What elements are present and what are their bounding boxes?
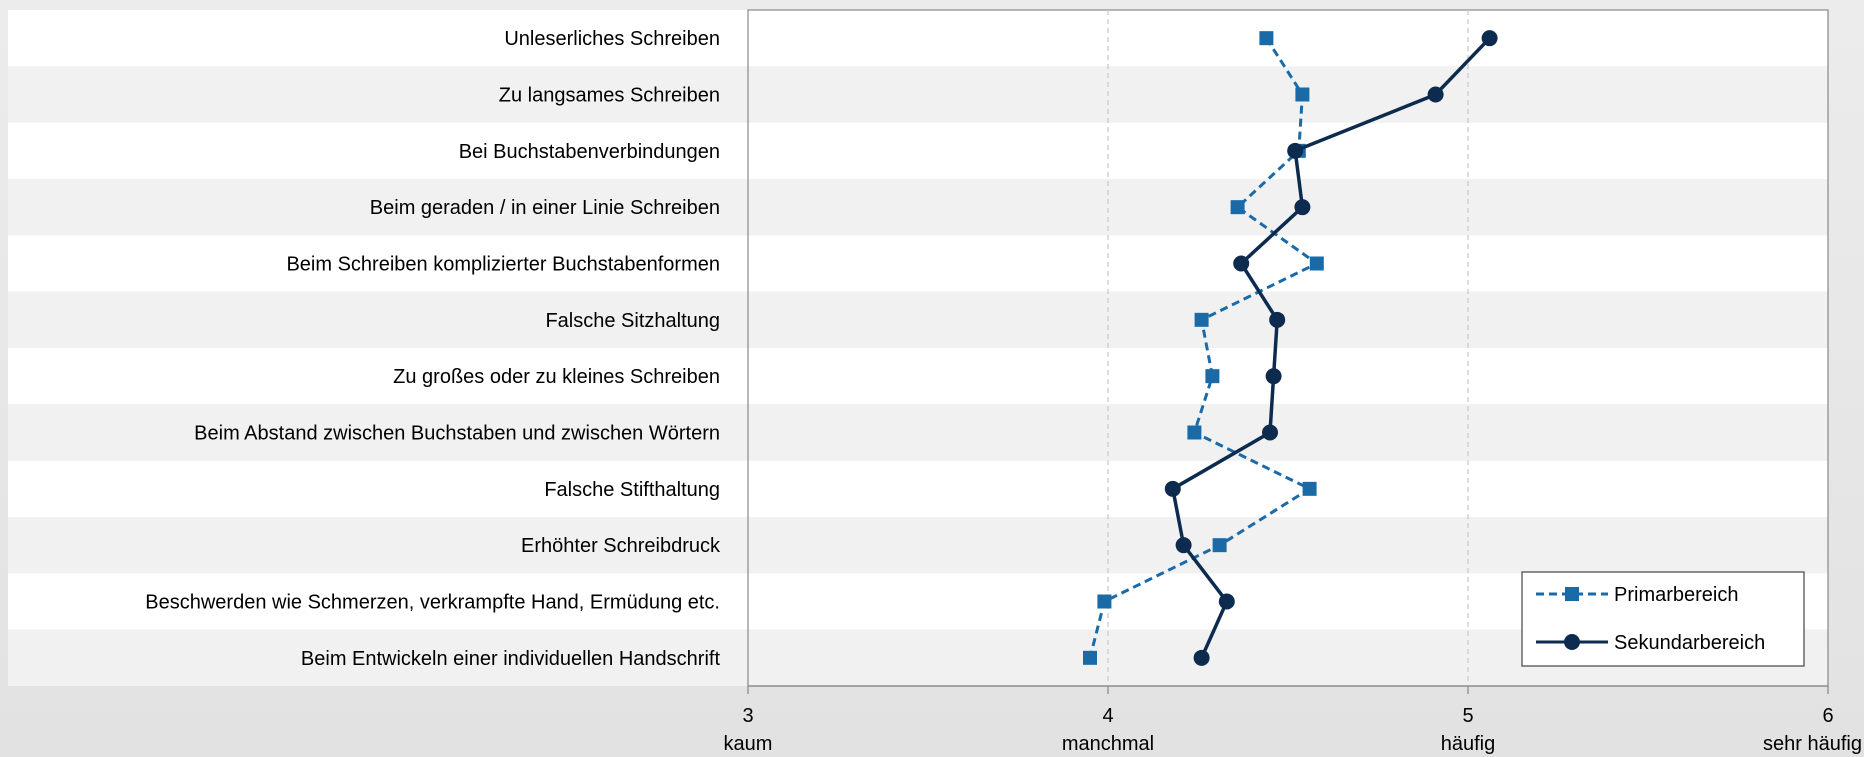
data-point-sekundarbereich — [1164, 480, 1181, 497]
x-tick-label: 6 — [1822, 705, 1833, 727]
data-point-primarbereich — [1309, 256, 1324, 271]
category-label: Falsche Stifthaltung — [544, 479, 720, 501]
data-point-primarbereich — [1259, 31, 1274, 46]
data-point-sekundarbereich — [1564, 634, 1580, 650]
data-point-primarbereich — [1302, 481, 1317, 496]
category-label: Beim Abstand zwischen Buchstaben und zwi… — [194, 423, 720, 445]
data-point-primarbereich — [1097, 594, 1112, 609]
x-tick-category-label: kaum — [724, 733, 773, 755]
row-band — [8, 517, 1828, 574]
data-point-sekundarbereich — [1262, 424, 1278, 441]
category-label: Erhöhter Schreibdruck — [521, 535, 721, 557]
data-point-sekundarbereich — [1175, 537, 1192, 554]
data-point-primarbereich — [1187, 425, 1202, 440]
category-label: Bei Buchstabenverbindungen — [459, 141, 720, 163]
row-bands — [8, 10, 1828, 686]
data-point-sekundarbereich — [1265, 368, 1282, 385]
x-tick-label: 5 — [1462, 705, 1473, 727]
series-line-primarbereich — [1088, 37, 1320, 659]
category-label: Beim geraden / in einer Linie Schreiben — [370, 197, 720, 219]
x-tick-category-label: manchmal — [1062, 733, 1154, 755]
category-label: Beim Entwickeln einer individuellen Hand… — [301, 648, 721, 670]
data-point-primarbereich — [1194, 312, 1209, 327]
x-tick-category-label: sehr häufig — [1763, 733, 1862, 755]
category-label: Unleserliches Schreiben — [504, 28, 720, 50]
data-point-primarbereich — [1212, 538, 1227, 553]
data-point-sekundarbereich — [1481, 30, 1498, 47]
category-label: Beschwerden wie Schmerzen, verkrampfte H… — [145, 592, 720, 614]
legend-label-sekundarbereich: Sekundarbereich — [1614, 632, 1765, 654]
category-label: Beim Schreiben komplizierter Buchstabenf… — [286, 254, 720, 276]
data-point-sekundarbereich — [1218, 593, 1235, 610]
series-layer — [1083, 30, 1498, 666]
row-band — [8, 235, 1828, 292]
data-point-sekundarbereich — [1287, 142, 1304, 159]
series-line-sekundarbereich — [1170, 36, 1491, 659]
category-label: Zu großes oder zu kleines Schreiben — [393, 366, 720, 388]
data-point-sekundarbereich — [1193, 649, 1210, 666]
grid-lines — [1107, 10, 1469, 686]
row-band — [8, 122, 1828, 179]
legend-label-primarbereich: Primarbereich — [1614, 584, 1738, 606]
row-band — [8, 179, 1828, 236]
category-label: Falsche Sitzhaltung — [545, 310, 720, 332]
row-band — [8, 291, 1828, 348]
legend: Primarbereich Sekundarbereich — [1521, 571, 1805, 667]
category-label: Zu langsames Schreiben — [499, 85, 720, 107]
x-tick-label: 4 — [1102, 705, 1113, 727]
row-band — [8, 348, 1828, 405]
data-point-sekundarbereich — [1427, 86, 1444, 103]
data-point-sekundarbereich — [1233, 255, 1250, 272]
series-sekundarbereich — [1164, 30, 1498, 666]
data-point-primarbereich — [1083, 650, 1097, 665]
row-band — [8, 10, 1828, 67]
data-point-primarbereich — [1565, 587, 1579, 601]
data-point-sekundarbereich — [1269, 311, 1286, 328]
x-axis: 3 kaum 4 manchmal 5 häufig 6 sehr häufig — [724, 685, 1862, 755]
x-tick-label: 3 — [742, 705, 753, 727]
data-point-primarbereich — [1230, 200, 1245, 215]
row-band — [8, 404, 1828, 461]
category-labels: Unleserliches Schreiben Zu langsames Schr… — [145, 28, 721, 670]
row-band — [8, 460, 1828, 517]
x-tick-category-label: häufig — [1441, 733, 1496, 755]
row-band — [8, 66, 1828, 123]
data-point-primarbereich — [1205, 369, 1220, 384]
data-point-sekundarbereich — [1294, 199, 1311, 216]
data-point-primarbereich — [1295, 87, 1310, 102]
